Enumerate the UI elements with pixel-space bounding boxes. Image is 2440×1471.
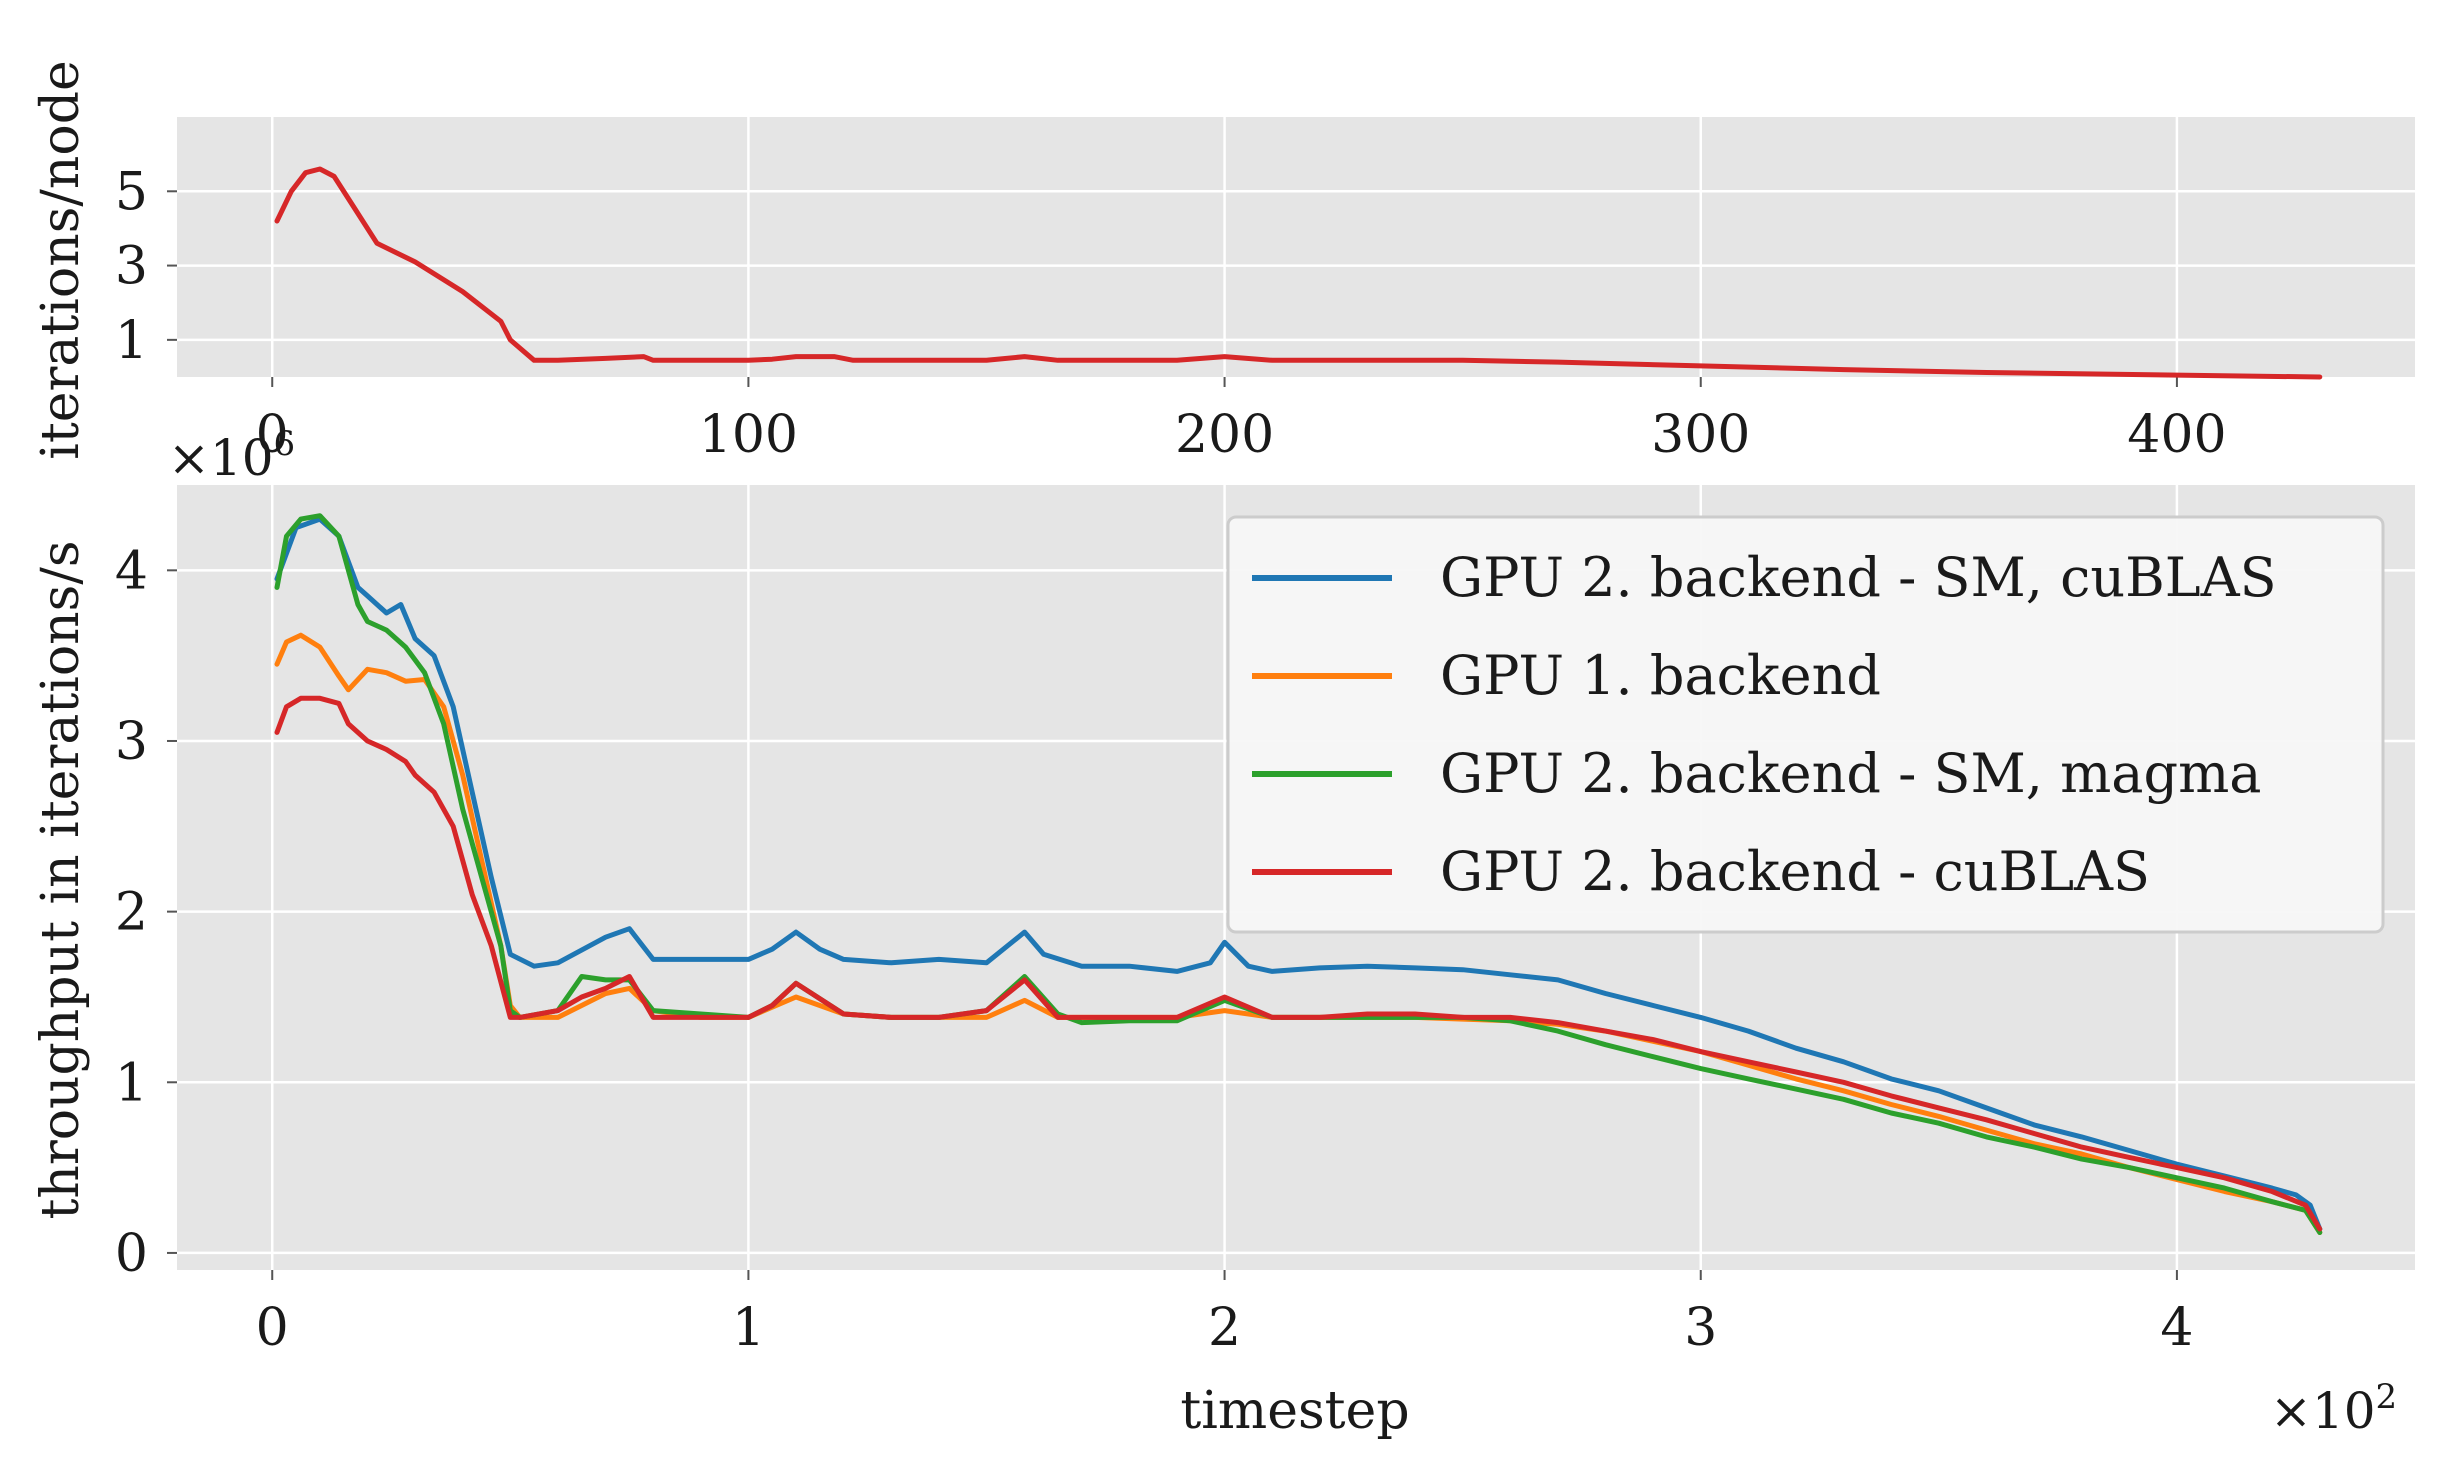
bottom-series-line-2 bbox=[274, 513, 2323, 1235]
bottom-y-tick-label: 1 bbox=[115, 1053, 148, 1113]
top-plot-area bbox=[177, 117, 2415, 377]
top-x-tick-label: 300 bbox=[1651, 405, 1750, 465]
bottom-x-tick-label: 4 bbox=[2160, 1298, 2193, 1358]
bottom-y-tick-label: 4 bbox=[115, 541, 148, 601]
legend-box bbox=[1226, 515, 2385, 934]
bottom-y-tick-label: 3 bbox=[115, 712, 148, 772]
legend-label-2: GPU 2. backend - SM, magma bbox=[1440, 742, 2261, 805]
top-series-line-0 bbox=[274, 166, 2323, 380]
bottom-x-tick-label: 3 bbox=[1684, 1298, 1717, 1358]
bottom-series-line-0 bbox=[274, 516, 2323, 1232]
bottom-y-tick-label: 2 bbox=[115, 883, 148, 943]
x-offset-exponent: 2 bbox=[2376, 1377, 2398, 1417]
y-offset-exponent: 6 bbox=[274, 424, 296, 464]
legend-label-0: GPU 2. backend - SM, cuBLAS bbox=[1440, 546, 2277, 609]
top-tick-labels: 0 100 200 300 400 1 3 5 bbox=[115, 162, 2227, 465]
bottom-y-axis-label: throughput in iterations/s bbox=[31, 540, 91, 1219]
top-x-tick-label: 100 bbox=[699, 405, 798, 465]
bottom-series-line-3 bbox=[274, 695, 2323, 1232]
bottom-x-tick-label: 2 bbox=[1208, 1298, 1241, 1358]
bottom-y-tick-label: 0 bbox=[115, 1224, 148, 1284]
bottom-x-tick-label: 1 bbox=[732, 1298, 765, 1358]
top-y-tick-label: 1 bbox=[115, 311, 148, 371]
top-y-tick-label: 3 bbox=[115, 237, 148, 297]
legend: GPU 2. backend - SM, cuBLAS GPU 1. backen… bbox=[1226, 515, 2385, 934]
y-offset-base: ×10 bbox=[168, 429, 274, 487]
top-grid bbox=[167, 117, 2415, 387]
bottom-panel: 0 1 2 3 4 0 1 2 3 4 throughput in iterations/s ti… bbox=[31, 424, 2415, 1441]
top-panel: 0 100 200 300 400 1 3 5 iterations/node bbox=[31, 60, 2415, 465]
top-x-tick-label: 0 bbox=[256, 405, 289, 465]
y-offset-label: ×106 bbox=[168, 424, 295, 487]
top-y-tick-label: 5 bbox=[115, 162, 148, 222]
top-x-tick-label: 400 bbox=[2127, 405, 2226, 465]
top-series bbox=[274, 166, 2323, 380]
top-x-tick-label: 200 bbox=[1175, 405, 1274, 465]
top-y-axis-label: iterations/node bbox=[31, 60, 91, 460]
bottom-x-tick-label: 0 bbox=[256, 1298, 289, 1358]
legend-label-3: GPU 2. backend - cuBLAS bbox=[1440, 840, 2150, 903]
bottom-tick-labels: 0 1 2 3 4 0 1 2 3 4 bbox=[115, 541, 2194, 1358]
bottom-series bbox=[274, 513, 2323, 1235]
x-axis-label: timestep bbox=[1180, 1381, 1409, 1441]
x-offset-label: ×102 bbox=[2270, 1377, 2397, 1440]
legend-label-1: GPU 1. backend bbox=[1440, 644, 1881, 707]
x-offset-base: ×10 bbox=[2270, 1382, 2376, 1440]
